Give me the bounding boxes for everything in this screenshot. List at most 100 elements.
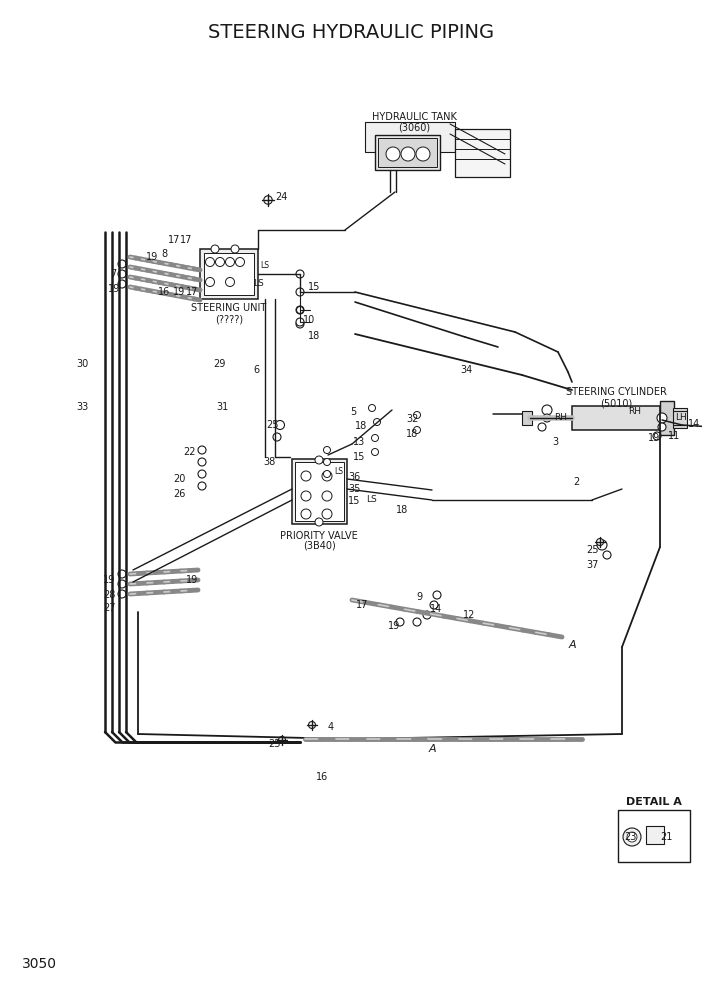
Text: 18: 18 xyxy=(406,429,418,439)
Circle shape xyxy=(371,448,378,455)
Circle shape xyxy=(543,414,551,422)
Circle shape xyxy=(371,434,378,441)
Text: STEERING CYLINDER: STEERING CYLINDER xyxy=(566,387,666,397)
Bar xyxy=(375,135,440,170)
Text: LS: LS xyxy=(366,494,377,504)
Text: 5: 5 xyxy=(350,407,356,417)
Text: 25: 25 xyxy=(586,545,599,555)
Text: 27: 27 xyxy=(103,603,116,613)
Text: 17: 17 xyxy=(356,600,369,610)
Circle shape xyxy=(322,471,332,481)
Text: LH: LH xyxy=(675,414,687,423)
Text: 19: 19 xyxy=(186,575,198,585)
Circle shape xyxy=(322,509,332,519)
Text: STEERING HYDRAULIC PIPING: STEERING HYDRAULIC PIPING xyxy=(208,23,494,42)
Circle shape xyxy=(386,147,400,161)
Text: 10: 10 xyxy=(303,315,315,325)
Text: 17: 17 xyxy=(180,235,192,245)
Bar xyxy=(200,249,258,299)
Circle shape xyxy=(373,419,380,426)
Text: 37: 37 xyxy=(586,560,598,570)
Bar xyxy=(572,406,660,430)
Bar xyxy=(673,408,687,428)
Text: LS: LS xyxy=(253,280,264,289)
Circle shape xyxy=(118,590,126,598)
Circle shape xyxy=(315,518,323,526)
Bar xyxy=(295,462,344,521)
Text: PRIORITY VALVE: PRIORITY VALVE xyxy=(280,531,358,541)
Text: 31: 31 xyxy=(216,402,228,412)
Bar xyxy=(522,411,532,425)
Text: 2: 2 xyxy=(573,477,579,487)
Text: 36: 36 xyxy=(348,472,360,482)
Circle shape xyxy=(301,491,311,501)
Circle shape xyxy=(324,470,331,477)
Text: 18: 18 xyxy=(396,505,409,515)
Circle shape xyxy=(231,245,239,253)
Circle shape xyxy=(324,458,331,465)
Circle shape xyxy=(235,258,244,267)
Circle shape xyxy=(296,307,303,313)
Text: 23: 23 xyxy=(624,832,636,842)
Text: LS: LS xyxy=(260,261,269,270)
Text: 9: 9 xyxy=(416,592,422,602)
Bar xyxy=(204,253,254,295)
Circle shape xyxy=(118,580,126,588)
Text: 38: 38 xyxy=(263,457,275,467)
Circle shape xyxy=(597,540,607,550)
Text: 21: 21 xyxy=(660,832,673,842)
Text: (????): (????) xyxy=(215,314,243,324)
Circle shape xyxy=(423,611,431,619)
Circle shape xyxy=(413,618,421,626)
Circle shape xyxy=(118,270,126,278)
Text: HYDRAULIC TANK: HYDRAULIC TANK xyxy=(371,112,456,122)
Text: RH: RH xyxy=(554,414,567,423)
Text: 15: 15 xyxy=(348,496,360,506)
Circle shape xyxy=(430,601,438,609)
Text: 24: 24 xyxy=(275,192,287,202)
Text: 17: 17 xyxy=(168,235,180,245)
Text: A: A xyxy=(568,640,576,650)
Circle shape xyxy=(597,539,604,546)
Text: (3060): (3060) xyxy=(398,123,430,133)
Circle shape xyxy=(296,270,304,278)
Text: 12: 12 xyxy=(463,610,475,620)
Text: 14: 14 xyxy=(688,419,701,429)
Text: 19: 19 xyxy=(146,252,158,262)
Circle shape xyxy=(538,423,546,431)
Text: 16: 16 xyxy=(316,772,329,782)
Text: 15: 15 xyxy=(353,452,365,462)
Circle shape xyxy=(118,260,126,268)
Text: 17: 17 xyxy=(186,287,199,297)
Text: 16: 16 xyxy=(158,287,171,297)
Circle shape xyxy=(658,423,666,431)
Text: 15: 15 xyxy=(308,282,320,292)
Circle shape xyxy=(198,470,206,478)
Text: 7: 7 xyxy=(110,269,117,279)
Text: 18: 18 xyxy=(308,331,320,341)
Circle shape xyxy=(206,258,215,267)
Circle shape xyxy=(369,405,376,412)
Text: (5010): (5010) xyxy=(600,398,632,408)
Text: 28: 28 xyxy=(103,590,115,600)
Text: DETAIL A: DETAIL A xyxy=(626,797,682,807)
Circle shape xyxy=(627,832,637,842)
Text: A: A xyxy=(428,744,436,754)
Bar xyxy=(646,826,664,844)
Circle shape xyxy=(401,147,415,161)
Circle shape xyxy=(198,458,206,466)
Circle shape xyxy=(603,551,611,559)
Circle shape xyxy=(322,491,332,501)
Circle shape xyxy=(275,421,284,430)
Text: (3B40): (3B40) xyxy=(303,541,336,551)
Circle shape xyxy=(653,432,661,440)
Text: 19: 19 xyxy=(103,575,115,585)
Text: 19: 19 xyxy=(108,284,120,294)
Circle shape xyxy=(206,278,215,287)
Bar xyxy=(378,138,437,167)
Text: 6: 6 xyxy=(253,365,259,375)
Circle shape xyxy=(211,245,219,253)
Circle shape xyxy=(324,446,331,453)
Circle shape xyxy=(273,433,281,441)
Circle shape xyxy=(396,618,404,626)
